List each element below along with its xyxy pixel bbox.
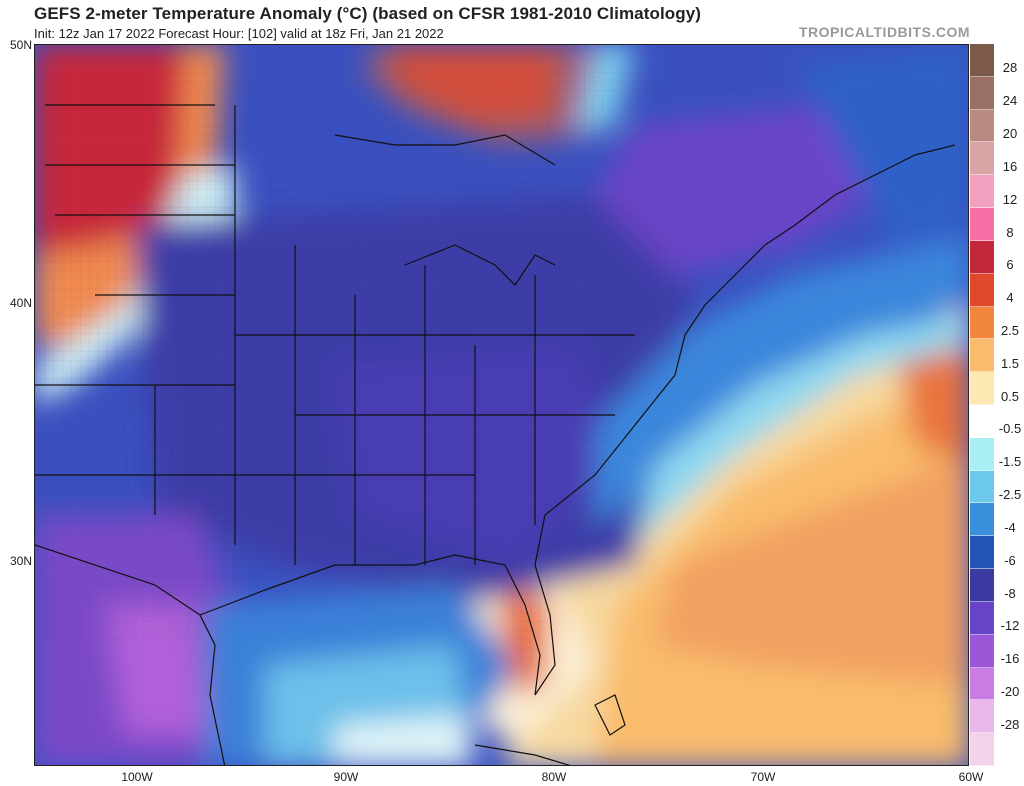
colorbar-swatch	[970, 503, 994, 537]
colorbar-label: -1.5	[998, 454, 1022, 470]
colorbar-label: 0.5	[1000, 388, 1020, 404]
colorbar-swatch	[970, 306, 994, 340]
map-subtitle: Init: 12z Jan 17 2022 Forecast Hour: [10…	[34, 26, 444, 41]
colorbar-label: -0.5	[998, 421, 1022, 437]
colorbar-swatch	[970, 240, 994, 274]
colorbar-label: 16	[1002, 158, 1018, 174]
colorbar-label: 1.5	[1000, 355, 1020, 371]
colorbar-label: -6	[1004, 552, 1016, 568]
colorbar-swatch	[970, 142, 994, 176]
colorbar-label: 2.5	[1000, 322, 1020, 338]
anomaly-colorbar: 28 24 20 16 12 8 6 4 2.5 1.5 0.5 -0.5 -1.5 -2.5 -4 -6 -8…	[970, 44, 1024, 766]
colorbar-label: 6	[1006, 257, 1014, 273]
colorbar-swatch	[970, 405, 994, 438]
colorbar-swatch	[970, 470, 994, 504]
map-title: GEFS 2-meter Temperature Anomaly (°C) (b…	[34, 4, 702, 23]
map-canvas	[35, 45, 968, 765]
colorbar-swatch	[970, 208, 994, 241]
lon-label-80w: 80W	[541, 770, 567, 784]
colorbar-swatch	[970, 700, 994, 734]
colorbar-swatch	[970, 109, 994, 143]
lon-label-70w: 70W	[750, 770, 776, 784]
colorbar-label: -2.5	[998, 487, 1022, 503]
colorbar-label: -16	[1000, 651, 1020, 667]
colorbar-label: 4	[1006, 290, 1014, 306]
colorbar-swatch	[970, 44, 994, 77]
colorbar-label: 8	[1006, 224, 1014, 240]
colorbar-label: -4	[1004, 519, 1016, 535]
colorbar-label: -8	[1004, 585, 1016, 601]
lat-label-50n: 50N	[9, 38, 32, 52]
colorbar-swatch	[970, 634, 994, 668]
colorbar-swatch	[970, 437, 994, 471]
colorbar-label: 12	[1002, 191, 1018, 207]
colorbar-swatch	[970, 601, 994, 635]
colorbar-label: 28	[1002, 60, 1018, 76]
lat-label-30n: 30N	[9, 554, 32, 568]
lon-label-60w: 60W	[958, 770, 984, 784]
colorbar-label: -12	[1000, 618, 1020, 634]
colorbar-swatch	[970, 76, 994, 110]
colorbar-swatch	[970, 569, 994, 602]
colorbar-swatch	[970, 536, 994, 570]
county-overlay	[35, 65, 695, 675]
colorbar-swatch	[970, 667, 994, 701]
coastlines	[35, 104, 956, 765]
colorbar-label: 20	[1002, 126, 1018, 142]
colorbar-swatch	[970, 372, 994, 405]
colorbar-swatch	[970, 273, 994, 307]
lon-label-90w: 90W	[333, 770, 359, 784]
colorbar-label: 24	[1002, 93, 1018, 109]
lat-label-40n: 40N	[9, 296, 32, 310]
colorbar-label: -28	[1000, 716, 1020, 732]
lon-label-100w: 100W	[121, 770, 153, 784]
colorbar-swatch	[970, 339, 994, 373]
colorbar-swatch	[970, 175, 994, 209]
colorbar-swatch	[970, 733, 994, 766]
brand-watermark: TROPICALTIDBITS.COM	[798, 24, 970, 40]
temperature-anomaly-map	[34, 44, 969, 766]
colorbar-label: -20	[1000, 683, 1020, 699]
